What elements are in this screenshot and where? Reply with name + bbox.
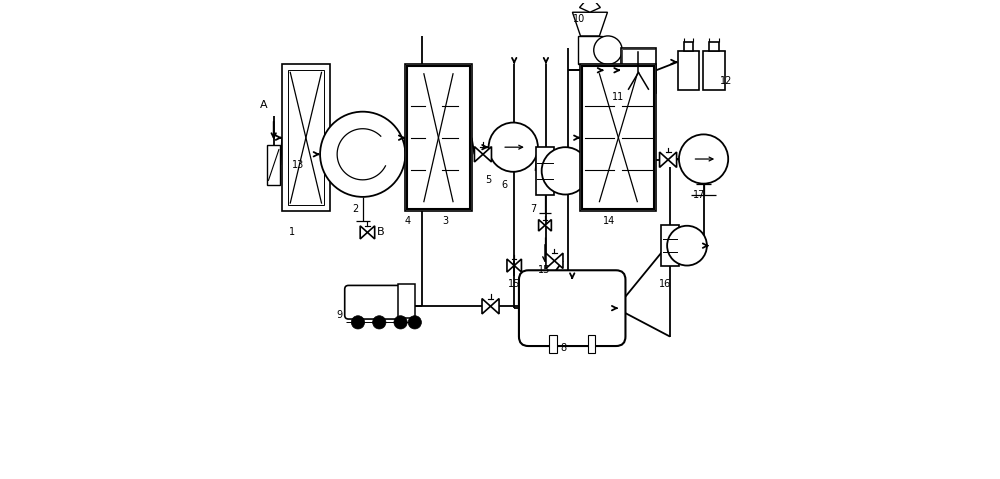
Bar <box>588 335 595 353</box>
Circle shape <box>351 316 365 329</box>
Text: 14: 14 <box>603 216 615 226</box>
Text: 12: 12 <box>720 76 732 86</box>
Text: 11: 11 <box>612 92 624 103</box>
Text: 6: 6 <box>502 180 508 190</box>
Text: 7: 7 <box>530 204 536 214</box>
Bar <box>405 64 472 211</box>
Text: 8: 8 <box>561 343 567 354</box>
Polygon shape <box>668 152 677 167</box>
Bar <box>661 225 679 265</box>
Text: 17: 17 <box>693 190 705 200</box>
Polygon shape <box>491 298 499 314</box>
Circle shape <box>594 36 622 64</box>
Bar <box>678 51 699 91</box>
Bar <box>578 36 602 64</box>
Circle shape <box>489 123 538 172</box>
Bar <box>703 51 725 91</box>
Polygon shape <box>360 226 367 239</box>
Polygon shape <box>660 152 668 167</box>
Text: 15: 15 <box>508 279 520 289</box>
Bar <box>549 335 557 353</box>
Bar <box>398 285 415 318</box>
FancyBboxPatch shape <box>519 270 625 346</box>
Circle shape <box>373 316 386 329</box>
Bar <box>536 147 554 194</box>
Polygon shape <box>539 219 545 231</box>
Bar <box>267 145 280 185</box>
Bar <box>684 42 693 51</box>
Bar <box>282 64 330 211</box>
Circle shape <box>679 135 728 183</box>
Polygon shape <box>546 253 554 268</box>
Text: 13: 13 <box>292 160 304 170</box>
Bar <box>582 66 654 209</box>
Bar <box>288 70 324 205</box>
Text: B: B <box>377 228 385 238</box>
Bar <box>709 42 719 51</box>
Text: 15: 15 <box>538 265 550 275</box>
Bar <box>622 49 655 91</box>
Text: 1: 1 <box>289 228 295 238</box>
Text: 10: 10 <box>573 14 586 24</box>
Text: 5: 5 <box>486 175 492 185</box>
Circle shape <box>394 316 407 329</box>
Text: 9: 9 <box>336 310 342 320</box>
Text: 4: 4 <box>405 216 411 226</box>
FancyBboxPatch shape <box>345 285 402 319</box>
Polygon shape <box>545 219 551 231</box>
Polygon shape <box>367 226 375 239</box>
Polygon shape <box>554 253 563 268</box>
Bar <box>407 66 470 209</box>
Text: 2: 2 <box>352 204 359 214</box>
Circle shape <box>320 112 405 197</box>
Polygon shape <box>474 147 483 162</box>
Circle shape <box>667 226 707 265</box>
Polygon shape <box>580 0 600 12</box>
Polygon shape <box>507 259 514 272</box>
Bar <box>580 64 656 211</box>
Text: 16: 16 <box>659 279 671 289</box>
Polygon shape <box>572 12 607 36</box>
Circle shape <box>542 147 589 194</box>
Polygon shape <box>514 259 521 272</box>
Polygon shape <box>483 147 491 162</box>
Circle shape <box>408 316 421 329</box>
Text: 3: 3 <box>442 216 449 226</box>
Polygon shape <box>482 298 491 314</box>
Text: A: A <box>259 100 267 110</box>
Bar <box>621 48 656 93</box>
